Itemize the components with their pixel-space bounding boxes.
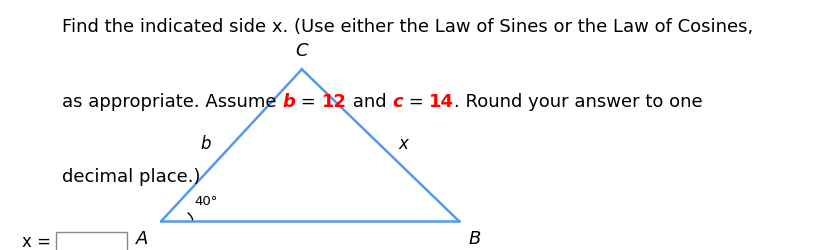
Text: A: A [136, 229, 148, 247]
Text: =: = [295, 92, 322, 110]
Text: b: b [282, 92, 295, 110]
Text: C: C [295, 42, 308, 60]
Text: =: = [403, 92, 429, 110]
Text: . Round your answer to one: . Round your answer to one [454, 92, 703, 110]
Text: and: and [347, 92, 392, 110]
Text: decimal place.): decimal place.) [62, 168, 200, 186]
Text: Find the indicated side x. (Use either the Law of Sines or the Law of Cosines,: Find the indicated side x. (Use either t… [62, 18, 753, 36]
Text: 12: 12 [322, 92, 347, 110]
Bar [56, 232, 127, 250]
Text: c: c [305, 246, 315, 250]
Text: 40°: 40° [194, 194, 218, 207]
Text: 14: 14 [429, 92, 454, 110]
Text: x =: x = [22, 232, 50, 250]
Text: b: b [200, 134, 211, 152]
Text: x: x [399, 134, 409, 152]
Text: B: B [469, 229, 481, 247]
Text: c: c [392, 92, 403, 110]
Text: as appropriate. Assume: as appropriate. Assume [62, 92, 282, 110]
